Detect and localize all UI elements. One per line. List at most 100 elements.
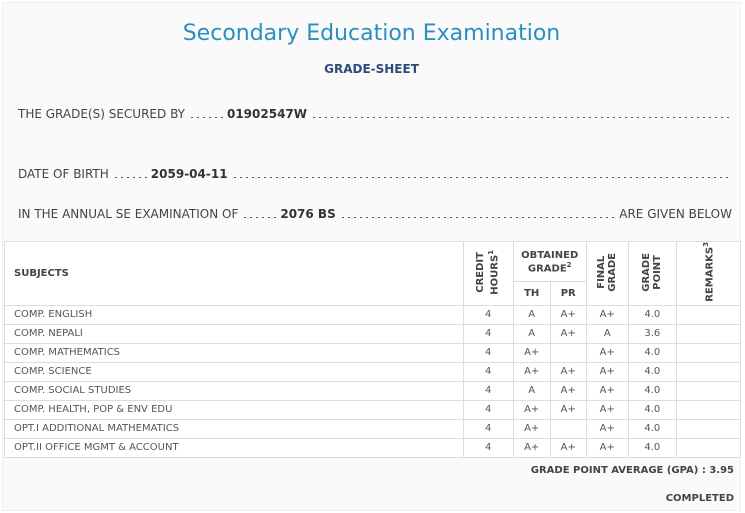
table-cell [549,342,587,363]
header-text: REMARKS3 [701,242,715,302]
table-cell: OPT.II OFFICE MGMT & ACCOUNT [4,437,464,458]
table-cell: 4.0 [627,304,677,325]
table-cell: 4.0 [627,437,677,458]
info-value: 2076 BS [280,207,336,221]
header-cell: OBTAINED GRADE2 [512,240,587,283]
table-cell: A [585,323,629,344]
info-value: 2059-04-11 [150,167,228,181]
table-row: COMP. HEALTH, POP & ENV EDU 4 A+ A+ A+ 4.0 [4,399,742,420]
header-text: FINAL GRADE [596,252,619,292]
table-cell: 4.0 [627,418,677,439]
table-cell: A+ [512,437,551,458]
table-cell: A+ [585,437,629,458]
table-cell: 4 [462,323,514,344]
header-label: REMARKS [704,246,716,302]
table-cell: COMP. ENGLISH [4,304,464,325]
table-cell [675,399,742,420]
table-cell [675,418,742,439]
info-label: DATE OF BIRTH [18,167,109,181]
table-cell: A+ [549,380,587,401]
table-cell: 4.0 [627,399,677,420]
table-cell: 4 [462,380,514,401]
table-cell: COMP. HEALTH, POP & ENV EDU [4,399,464,420]
header-cell: REMARKS3 [675,241,742,306]
table-cell: OPT.I ADDITIONAL MATHEMATICS [4,418,464,439]
table-cell [675,380,742,401]
table-row: COMP. SOCIAL STUDIES 4 A A+ A+ 4.0 [4,380,742,401]
table-cell: 3.6 [627,323,677,344]
table-cell: A+ [512,418,551,439]
table-cell: A+ [549,437,587,458]
table-cell: A+ [585,418,629,439]
table-cell [675,342,742,363]
table-cell: COMP. SCIENCE [4,361,464,382]
info-value: 01902547W [226,107,308,121]
table-cell: 4 [462,418,514,439]
table-row: COMP. ENGLISH 4 A A+ A+ 4.0 [4,304,742,325]
table-cell [675,304,742,325]
header-row: TH PR [5,281,741,306]
table-cell: 4.0 [627,380,677,401]
info-line: DATE OF BIRTH 2059-04-11 [18,167,732,181]
header-text: CREDIT HOURS1 [475,241,500,304]
dot-leader [112,168,147,178]
header-cell: PR [549,281,587,306]
table-cell: COMP. MATHEMATICS [4,342,464,363]
table-cell: A+ [549,323,587,344]
table-cell: COMP. NEPALI [4,323,464,344]
header-cell: CREDIT HOURS1 [462,241,514,306]
table-cell: 4 [462,437,514,458]
gpa-line: GRADE POINT AVERAGE (GPA) : 3.95 [531,465,734,476]
table-cell: A [512,323,551,344]
table-row: OPT.I ADDITIONAL MATHEMATICS 4 A+ A+ 4.0 [4,418,742,439]
header-cell: GRADE POINT [627,241,677,306]
footnote-mark: 1 [487,249,496,255]
table-cell: 4.0 [627,361,677,382]
dot-leader [231,168,732,178]
table-cell: A+ [512,361,551,382]
table-cell: COMP. SOCIAL STUDIES [4,380,464,401]
table-cell: 4 [462,304,514,325]
header-label: CREDIT HOURS [475,251,501,295]
table-cell: A+ [549,399,587,420]
table-cell [675,323,742,344]
header-row: SUBJECTS CREDIT HOURS1 OBTAINED GRADE2 FINA… [4,240,742,306]
table-cell: A+ [585,342,629,363]
subtitle: GRADE-SHEET [324,62,419,76]
status: COMPLETED [665,493,734,504]
table-cell: A+ [512,399,551,420]
table-cell: A+ [512,342,551,363]
table-row: COMP. MATHEMATICS 4 A+ A+ 4.0 [4,342,742,363]
table-cell: 4 [462,361,514,382]
footnote-mark: 3 [702,242,711,247]
dot-leader [242,208,277,218]
header-cell: SUBJECTS [4,241,464,306]
header-label: OBTAINED GRADE [521,249,579,274]
grade-table: SUBJECTS CREDIT HOURS1 OBTAINED GRADE2 FINA… [4,240,742,458]
dot-leader [188,108,223,118]
table-cell: A [512,380,551,401]
table-cell: A+ [585,399,629,420]
table-cell: A+ [585,361,629,382]
table-cell [549,418,587,439]
title: Secondary Education Examination [182,21,561,46]
table-cell [675,361,742,382]
table-cell [675,437,742,458]
table-cell: 4 [462,399,514,420]
table-cell: A [512,304,551,325]
table-cell: A+ [549,304,587,325]
table-cell: A+ [549,361,587,382]
dot-leader [339,208,616,218]
table-cell: A+ [585,380,629,401]
info-line: THE GRADE(S) SECURED BY 01902547W [18,107,732,121]
gpa-label: GRADE POINT AVERAGE (GPA) : [530,465,706,476]
header-text: GRADE POINT [641,252,664,292]
table-row: COMP. NEPALI 4 A A+ A 3.6 [4,323,742,344]
dot-leader [311,108,732,118]
info-trailing: ARE GIVEN BELOW [619,207,732,221]
header-cell: FINAL GRADE [585,241,629,306]
table-cell: 4 [462,342,514,363]
info-label: THE GRADE(S) SECURED BY [18,107,185,121]
